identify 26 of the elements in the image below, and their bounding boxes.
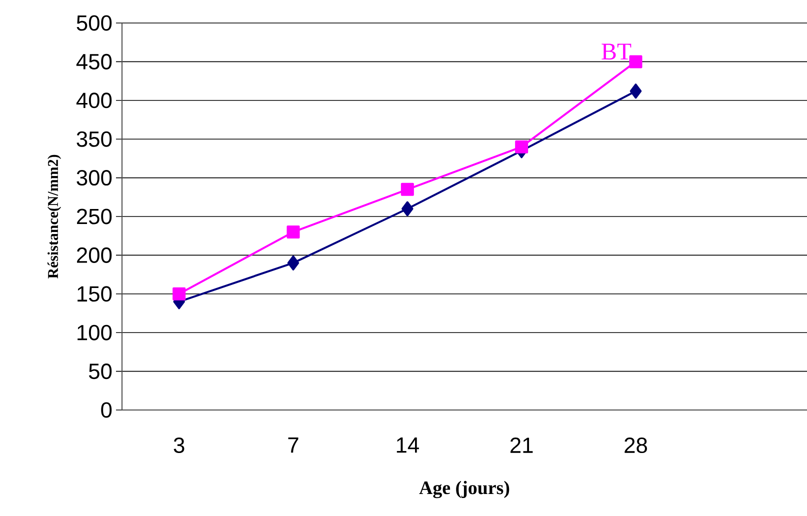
- x-tick-label: 14: [396, 438, 419, 453]
- series-label: BT: [602, 44, 632, 60]
- y-tick-label: 350: [76, 131, 112, 147]
- point: [515, 140, 528, 154]
- y-tick-label: 200: [77, 247, 112, 263]
- x-tick-label: 7: [288, 438, 298, 453]
- y-tick-label: 500: [76, 15, 112, 31]
- y-tick-label: 450: [76, 54, 112, 70]
- point: [172, 287, 186, 300]
- point: [287, 255, 300, 270]
- y-tick-label: 50: [88, 364, 112, 380]
- y-tick-label: 100: [78, 324, 112, 340]
- x-tick-label: 21: [510, 438, 533, 453]
- y-tick-label: 150: [78, 286, 112, 302]
- point: [286, 225, 300, 238]
- y-tick-label: 400: [76, 92, 112, 108]
- y-axis-title: Résistance(N/mm2): [48, 154, 62, 278]
- x-axis-title: Age (jours): [419, 480, 510, 498]
- point: [400, 182, 414, 196]
- x-tick-label: 28: [624, 438, 647, 454]
- point: [402, 201, 414, 216]
- y-tick-label: 0: [101, 402, 112, 418]
- point: [630, 84, 642, 99]
- y-tick-label: 300: [76, 170, 112, 186]
- x-tick-label: 3: [174, 438, 184, 454]
- y-tick-label: 250: [77, 208, 112, 224]
